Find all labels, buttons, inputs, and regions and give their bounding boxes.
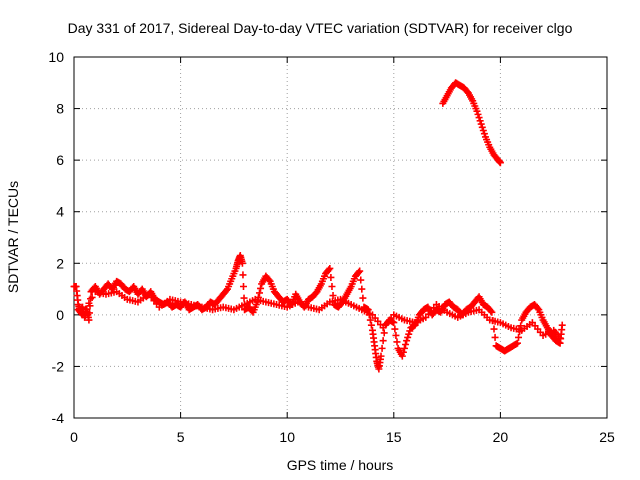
x-tick-label: 25 (599, 429, 615, 445)
data-point (222, 286, 230, 294)
data-point (558, 321, 566, 329)
data-point (406, 327, 414, 335)
data-point (491, 333, 499, 341)
grid (74, 57, 607, 418)
x-tick-label: 20 (493, 429, 509, 445)
data-point (487, 307, 495, 315)
data-point (377, 352, 385, 360)
data-point (358, 285, 366, 293)
y-tick-label: 10 (48, 49, 64, 65)
data-point (85, 316, 93, 324)
data-point (400, 344, 408, 352)
y-tick-label: 2 (56, 255, 64, 271)
data-point (480, 130, 488, 138)
data-point (477, 120, 485, 128)
data-point (479, 126, 487, 134)
plot-frame (73, 56, 608, 419)
data-point (556, 334, 564, 342)
data-point (475, 114, 483, 122)
axis-ticks: 0 5 10 15 20 25 -4 -2 0 2 4 6 8 10 (48, 49, 615, 445)
data-point (357, 276, 365, 284)
data-point (328, 282, 336, 290)
data-point (88, 293, 96, 301)
data-point (82, 305, 90, 313)
data-point (359, 294, 367, 302)
data-point (79, 311, 87, 319)
y-tick-label: -4 (52, 410, 65, 426)
data-point (473, 107, 481, 115)
data-point (391, 325, 399, 333)
data-point (404, 333, 412, 341)
data-series (70, 252, 566, 373)
chart-title: Day 331 of 2017, Sidereal Day-to-day VTE… (67, 20, 573, 36)
data-point (327, 273, 335, 281)
data-point (399, 348, 407, 356)
data-point (393, 338, 401, 346)
data-point (240, 294, 248, 302)
data-point (85, 309, 93, 317)
data-point (390, 319, 398, 327)
y-tick-label: -2 (52, 358, 65, 374)
data-point (239, 282, 247, 290)
data-point (257, 284, 265, 292)
data-point (326, 264, 334, 272)
data-point (398, 352, 406, 360)
data-point (379, 337, 387, 345)
data-point (490, 325, 498, 333)
data-series (74, 288, 564, 342)
y-tick-label: 0 (56, 307, 64, 323)
data-series (439, 79, 504, 167)
data-points (70, 79, 566, 373)
data-point (87, 295, 95, 303)
data-point (356, 267, 364, 275)
data-point (474, 110, 482, 118)
data-point (476, 117, 484, 125)
y-tick-label: 6 (56, 152, 64, 168)
data-point (405, 330, 413, 338)
data-point (325, 266, 333, 274)
data-point (380, 329, 388, 337)
x-tick-label: 0 (70, 429, 78, 445)
y-axis-label: SDTVAR / TECUs (5, 181, 21, 293)
data-point (239, 271, 247, 279)
data-point (534, 304, 542, 312)
data-point (515, 333, 523, 341)
y-tick-label: 8 (56, 101, 64, 117)
x-tick-label: 5 (177, 429, 185, 445)
data-point (402, 341, 410, 349)
x-tick-label: 15 (386, 429, 402, 445)
data-point (478, 123, 486, 131)
data-point (517, 322, 525, 330)
data-point (85, 299, 93, 307)
data-point (496, 159, 504, 167)
data-point (403, 337, 411, 345)
data-point (355, 268, 363, 276)
data-point (238, 259, 246, 267)
data-point (488, 308, 496, 316)
x-axis-label: GPS time / hours (287, 457, 394, 473)
data-point (367, 321, 375, 329)
x-tick-label: 10 (279, 429, 295, 445)
data-point (77, 310, 85, 318)
data-point (392, 331, 400, 339)
data-point (513, 339, 521, 347)
y-tick-label: 4 (56, 204, 64, 220)
data-point (265, 276, 273, 284)
data-point (378, 344, 386, 352)
data-point (255, 289, 263, 297)
data-point (366, 316, 374, 324)
